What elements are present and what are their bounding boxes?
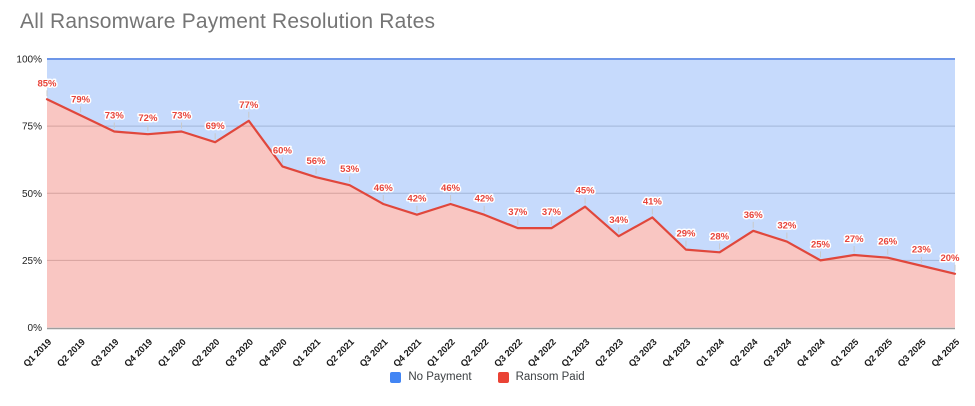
data-label: 53% [340,164,360,175]
data-label: 29% [676,229,696,240]
x-axis-tick-label: Q2 2022 [459,337,491,369]
legend-item-no-payment: No Payment [390,371,472,383]
legend-item-ransom-paid: Ransom Paid [497,371,585,383]
data-label: 37% [508,207,528,218]
x-axis-tick-label: Q3 2024 [761,336,794,369]
x-axis-tick-label: Q4 2024 [795,336,828,369]
data-label: 32% [777,221,797,232]
y-axis-tick-label: 50% [22,189,42,200]
x-axis-tick-label: Q1 2020 [156,337,188,369]
data-label: 79% [71,94,91,105]
x-axis-tick-label: Q1 2025 [829,337,861,369]
data-label: 46% [374,183,394,194]
y-axis-tick-label: 75% [22,122,42,133]
x-axis-tick-label: Q1 2022 [425,337,457,369]
x-axis-tick-label: Q3 2020 [223,337,255,369]
data-label: 41% [643,196,663,207]
data-label: 20% [940,253,960,264]
data-label: 46% [441,183,461,194]
data-label: 73% [172,110,192,121]
data-label: 42% [475,194,495,205]
no-payment-swatch-icon [390,371,402,383]
data-label: 26% [878,237,898,248]
x-axis-tick-label: Q4 2025 [929,337,961,369]
x-axis-tick-label: Q1 2024 [694,336,727,369]
data-label: 42% [407,194,427,205]
data-label: 45% [576,186,596,197]
x-axis-tick-label: Q1 2019 [21,337,53,369]
data-label: 37% [542,207,562,218]
x-axis-tick-label: Q1 2021 [290,337,322,369]
legend-label: Ransom Paid [515,371,585,383]
data-label: 60% [273,145,293,156]
x-axis-tick-label: Q3 2023 [627,337,659,369]
x-axis-tick-label: Q4 2022 [526,337,558,369]
x-axis-tick-label: Q4 2021 [391,337,423,369]
y-axis-tick-label: 25% [22,256,42,267]
ransom-paid-swatch-icon [497,371,509,383]
data-label: 34% [609,215,629,226]
x-axis-tick-label: Q3 2021 [358,337,390,369]
x-axis-tick-label: Q3 2022 [492,337,524,369]
legend-label: No Payment [408,371,472,383]
x-axis-tick-label: Q4 2019 [122,337,154,369]
data-label: 36% [744,210,764,221]
data-label: 23% [912,245,932,256]
x-axis-tick-label: Q2 2025 [862,337,894,369]
no-payment-area [47,59,955,274]
x-axis-tick-label: Q2 2024 [728,336,761,369]
y-axis-tick-label: 0% [28,323,43,334]
x-axis-tick-label: Q2 2023 [593,337,625,369]
data-label: 28% [710,231,730,242]
data-label: 72% [138,113,158,124]
data-label: 73% [105,110,125,121]
x-axis-tick-label: Q2 2021 [324,337,356,369]
x-axis-tick-label: Q2 2019 [55,337,87,369]
data-label: 27% [845,234,865,245]
chart-title: All Ransomware Payment Resolution Rates [20,10,436,33]
x-axis-tick-label: Q4 2023 [660,337,692,369]
x-axis-tick-label: Q3 2019 [89,337,121,369]
y-axis-tick-label: 100% [16,55,42,66]
ransom-paid-line [45,98,957,275]
x-axis-tick-label: Q4 2020 [257,337,289,369]
data-label: 56% [307,156,327,167]
x-axis-tick-label: Q3 2025 [896,337,928,369]
data-label: 69% [206,121,226,132]
data-label: 85% [37,78,57,89]
x-axis-tick-label: Q2 2020 [190,337,222,369]
data-label: 25% [811,239,831,250]
data-label: 77% [239,100,259,111]
chart-legend: No Payment Ransom Paid [0,371,975,383]
x-axis-tick-label: Q1 2023 [559,337,591,369]
